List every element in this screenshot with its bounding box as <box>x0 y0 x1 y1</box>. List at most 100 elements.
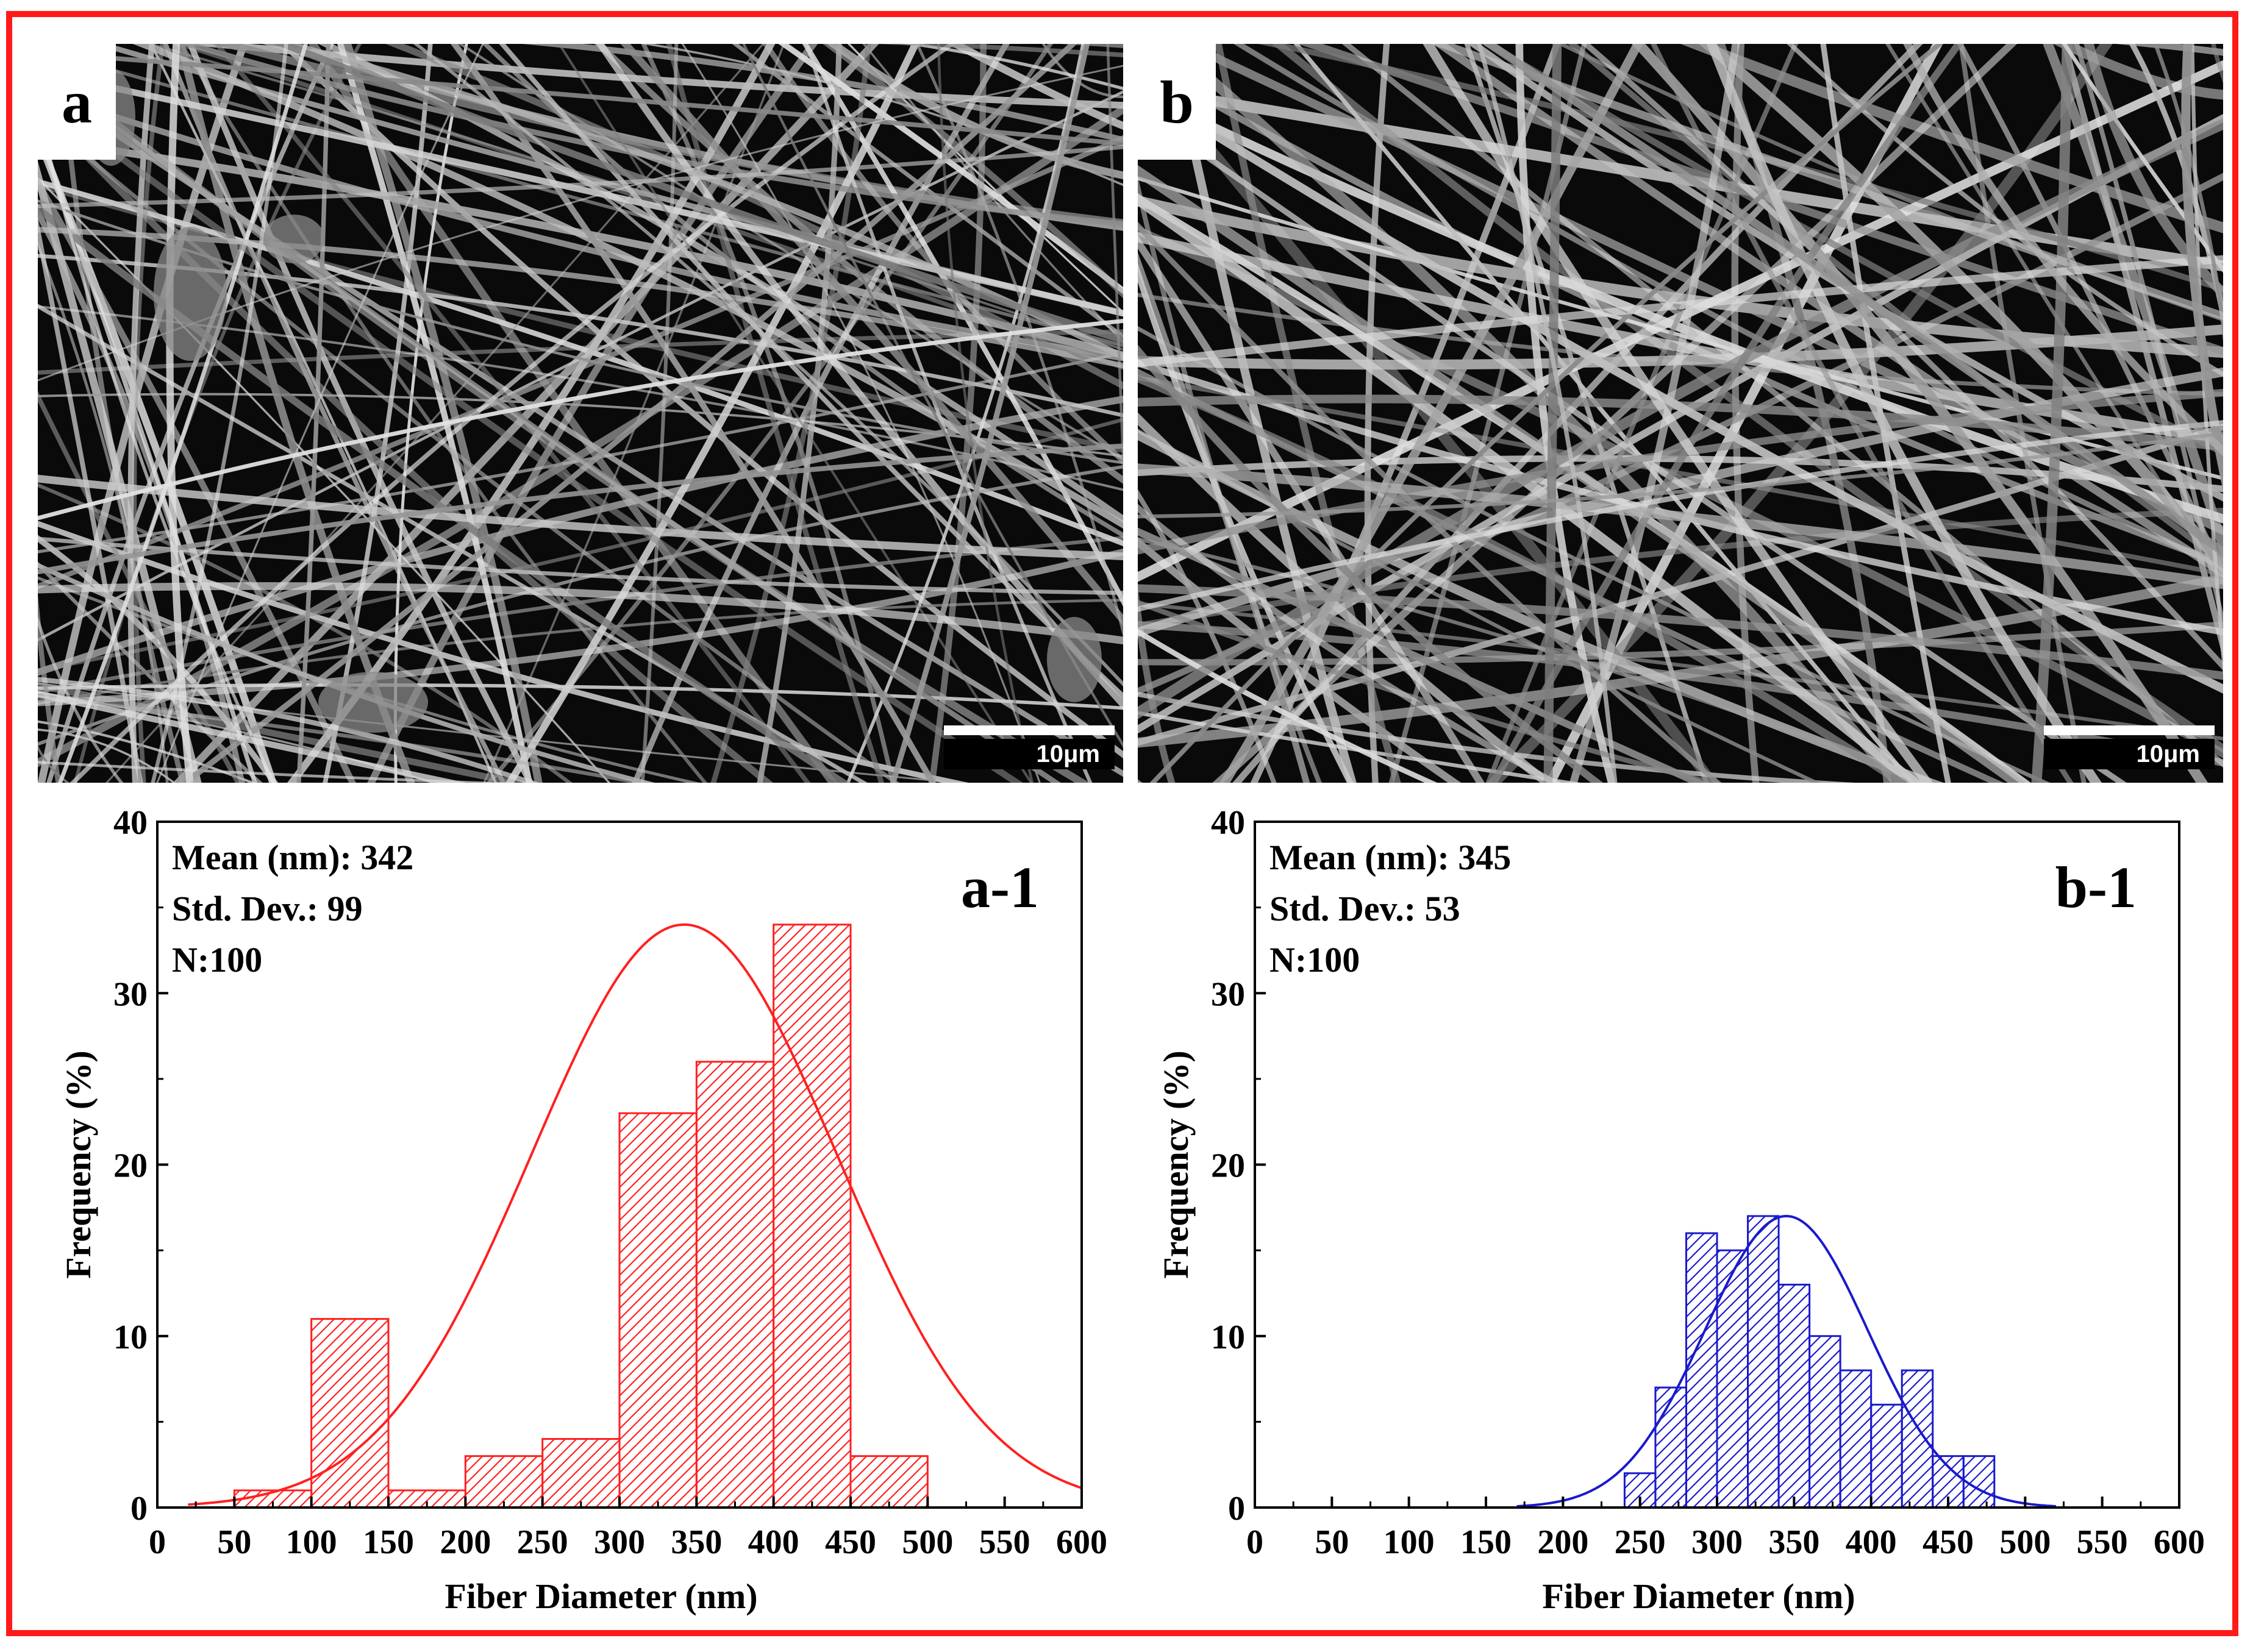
fiber-strand <box>1138 374 1909 783</box>
fiber-strand <box>38 104 1123 767</box>
fiber-strand <box>1250 44 1561 783</box>
fiber-strand <box>915 44 1123 638</box>
scale-bar-line-b <box>2044 725 2215 735</box>
histogram-bar <box>1747 1215 1780 1509</box>
histogram-bar <box>464 1455 544 1509</box>
fiber-strand <box>1957 44 2223 581</box>
stat-n: N:100 <box>172 940 262 980</box>
fiber-strand <box>1489 44 1963 783</box>
fiber-strand <box>1138 255 2223 368</box>
fiber-strand <box>2083 44 2223 300</box>
fiber-strand <box>38 144 1123 208</box>
fiber-strand <box>132 44 1123 529</box>
fiber-strand <box>1219 44 1643 783</box>
fiber-strand <box>166 44 194 783</box>
fiber-strand <box>890 44 1090 783</box>
scale-bar-text-b: 10μm <box>2044 739 2215 769</box>
fiber-strand <box>38 594 61 783</box>
histogram-bar <box>541 1438 621 1509</box>
fiber-strand <box>38 88 1123 361</box>
x-tick-label: 550 <box>979 1523 1030 1561</box>
fiber-bead <box>263 215 324 263</box>
fiber-bead <box>1047 617 1102 702</box>
fiber-strand <box>499 44 1123 700</box>
fiber-strand <box>557 44 1033 783</box>
fiber-strand <box>180 44 1077 783</box>
normal-fit-curve <box>1516 1214 2056 1508</box>
x-axis-title: Fiber Diameter (nm) <box>1542 1576 1855 1616</box>
fiber-strands <box>38 44 1123 783</box>
fiber-strand <box>2061 44 2223 659</box>
fiber-bead <box>318 672 428 733</box>
fiber-strand <box>1138 420 2223 612</box>
x-tick-label: 450 <box>1923 1523 1974 1561</box>
fiber-strand <box>640 44 679 783</box>
fiber-strand <box>2062 44 2223 273</box>
histogram-svg-a1: 0 50 100 150 200 250 300 350 400 450 500 550 600 0 10 2… <box>59 804 1107 1616</box>
fiber-strand <box>38 177 611 783</box>
fiber-strand <box>38 761 514 783</box>
x-tick-label: 100 <box>1384 1523 1435 1561</box>
x-tick-label: 300 <box>594 1523 645 1561</box>
y-tick-label: 30 <box>1211 975 1245 1013</box>
fiber-strand <box>343 44 543 783</box>
histogram-bar <box>618 1112 698 1509</box>
y-tick-label: 10 <box>113 1319 148 1356</box>
fiber-strand <box>1543 44 1562 783</box>
fiber-strand <box>1903 44 2223 456</box>
x-tick-label: 550 <box>2077 1523 2128 1561</box>
fiber-strand <box>1423 44 1933 783</box>
fiber-strand <box>156 44 484 783</box>
fiber-strand <box>762 44 1123 465</box>
scale-bar-line-a <box>944 725 1115 735</box>
fiber-strand <box>46 44 334 783</box>
x-tick-label: 200 <box>440 1523 491 1561</box>
fiber-strand <box>1138 691 1855 783</box>
x-tick-label: 350 <box>1768 1523 1819 1561</box>
x-tick-label: 200 <box>1537 1523 1588 1561</box>
histogram-chart-b1: 0 50 100 150 200 250 300 350 400 450 500 550 600 0 10 2… <box>1098 786 2219 1634</box>
x-tick-label: 0 <box>1246 1523 1263 1561</box>
sem-image-b: b 10μm <box>1138 44 2223 783</box>
fiber-strand <box>1138 232 2223 444</box>
fiber-strand <box>1341 44 2223 768</box>
fiber-strand <box>505 44 920 783</box>
stat-std-dev: Std. Dev.: 53 <box>1269 889 1460 928</box>
scale-bar-b: 10μm <box>2044 725 2215 769</box>
fiber-strand <box>73 44 362 783</box>
fiber-network-a <box>38 44 1123 783</box>
fiber-strand <box>1515 44 1616 783</box>
fiber-strand <box>846 44 1085 783</box>
fiber-strand <box>929 44 987 783</box>
fiber-strand <box>38 695 651 783</box>
fiber-strand <box>38 50 1123 146</box>
y-tick-label: 20 <box>1211 1147 1245 1185</box>
y-tick-label: 40 <box>1211 804 1245 842</box>
x-tick-label: 100 <box>286 1523 337 1561</box>
fiber-strand <box>149 44 498 783</box>
histogram-bar <box>773 924 852 1509</box>
x-tick-label: 50 <box>217 1523 251 1561</box>
stat-std-dev: Std. Dev.: 99 <box>172 889 363 928</box>
histogram-bar <box>1808 1335 1841 1509</box>
fiber-strand <box>901 44 1123 90</box>
fiber-strand <box>1138 463 2223 589</box>
fiber-strand <box>1138 221 1722 783</box>
fiber-network-b <box>1138 44 2223 783</box>
fiber-strand <box>1138 585 1176 783</box>
y-axis-title: Frequency (%) <box>59 1050 98 1278</box>
x-tick-label: 400 <box>1846 1523 1897 1561</box>
x-tick-label: 350 <box>671 1523 722 1561</box>
fiber-strand <box>2190 44 2223 677</box>
histogram-bar <box>1777 1283 1811 1509</box>
fiber-strand <box>38 690 466 783</box>
fiber-strand <box>1138 537 1941 783</box>
fiber-strand <box>38 102 276 783</box>
x-tick-label: 150 <box>363 1523 414 1561</box>
fiber-strand <box>187 44 534 783</box>
histogram-bar <box>1870 1403 1903 1509</box>
fiber-strand <box>937 44 1034 783</box>
fiber-strand <box>38 318 1123 521</box>
fiber-strand <box>1138 104 2127 783</box>
x-tick-label: 150 <box>1460 1523 1512 1561</box>
